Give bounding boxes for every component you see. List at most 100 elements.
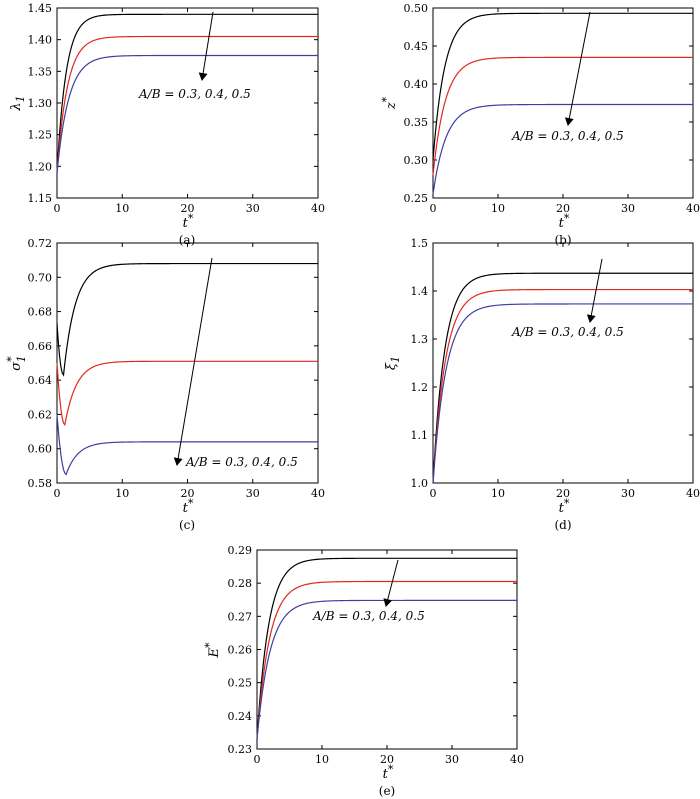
series-line-3 — [432, 303, 693, 484]
y-tick-label: 0.29 — [228, 544, 253, 557]
y-axis-label: z* — [380, 96, 399, 110]
x-tick-label: 20 — [181, 202, 195, 215]
annotation-label: A/B = 0.3, 0.4, 0.5 — [511, 129, 624, 143]
series-line-2 — [432, 56, 693, 176]
y-tick-label: 0.23 — [228, 743, 253, 756]
y-tick-label: 0.50 — [404, 2, 429, 15]
x-tick-label: 30 — [246, 202, 260, 215]
y-tick-label: 0.58 — [28, 477, 53, 490]
x-tick-label: 30 — [621, 487, 635, 500]
y-tick-label: 1.3 — [411, 333, 429, 346]
y-tick-label: 0.72 — [28, 237, 53, 250]
x-tick-label: 10 — [491, 202, 505, 215]
y-tick-label: 0.27 — [228, 610, 253, 623]
svg-text:λ1: λ1 — [9, 95, 27, 111]
svg-text:ξ1: ξ1 — [384, 356, 402, 370]
x-axis-label: t* — [559, 497, 570, 516]
svg-text:σ*1: σ*1 — [5, 355, 28, 370]
x-tick-label: 40 — [686, 202, 700, 215]
y-tick-label: 0.26 — [228, 644, 253, 657]
x-tick-label: 40 — [510, 753, 524, 766]
y-axis-label: E* — [203, 642, 222, 659]
x-tick-label: 10 — [491, 487, 505, 500]
y-tick-label: 0.25 — [228, 677, 253, 690]
x-tick-label: 10 — [315, 753, 329, 766]
annotation-label: A/B = 0.3, 0.4, 0.5 — [138, 87, 251, 101]
y-tick-label: 0.66 — [28, 340, 53, 353]
trend-arrow — [198, 11, 214, 81]
x-tick-label: 30 — [246, 487, 260, 500]
y-tick-label: 1.1 — [411, 429, 429, 442]
x-tick-label: 10 — [115, 487, 129, 500]
x-tick-label: 20 — [556, 487, 570, 500]
chart-panel-c: 0 10 20 30 40 0.58 0.60 0.62 0.64 0.66 0.68 0.70 0.7… — [5, 237, 325, 532]
series-line-1 — [56, 13, 318, 173]
x-tick-label: 30 — [445, 753, 459, 766]
panel-caption: (d) — [554, 518, 571, 532]
y-tick-label: 0.30 — [404, 154, 429, 167]
x-axis-label: t* — [183, 212, 194, 231]
y-tick-label: 0.64 — [28, 374, 53, 387]
x-tick-label: 0 — [254, 753, 261, 766]
annotation-label: A/B = 0.3, 0.4, 0.5 — [185, 455, 298, 469]
series-line-1 — [56, 262, 318, 377]
series-line-2 — [432, 288, 693, 484]
series-line-3 — [432, 103, 693, 195]
series-line-3 — [56, 54, 318, 173]
plot-frame — [432, 242, 694, 484]
y-tick-label: 0.24 — [228, 710, 253, 723]
x-tick-label: 0 — [430, 487, 437, 500]
x-tick-label: 40 — [311, 202, 325, 215]
chart-panel-d: 0 10 20 30 40 1.0 1.1 1.2 1.3 1.4 1.5 A/B = 0.3, 0.… — [384, 237, 700, 532]
y-tick-label: 1.2 — [411, 381, 429, 394]
x-tick-label: 40 — [311, 487, 325, 500]
svg-text:E*: E* — [203, 642, 222, 659]
y-tick-label: 1.30 — [28, 97, 53, 110]
chart-panel-a: 0 10 20 30 40 1.15 1.20 1.25 1.30 1.35 1.40 1.45 A/B… — [9, 2, 325, 247]
y-tick-label: 0.25 — [404, 192, 429, 205]
y-axis-label: λ1 — [9, 95, 27, 111]
plot-frame — [432, 7, 694, 199]
plot-frame — [256, 549, 518, 750]
y-tick-label: 0.60 — [28, 443, 53, 456]
y-tick-label: 1.15 — [28, 192, 53, 205]
trend-arrow — [383, 559, 399, 607]
panel-caption: (c) — [179, 518, 195, 532]
y-tick-label: 0.35 — [404, 116, 429, 129]
y-tick-label: 1.20 — [28, 160, 53, 173]
trend-arrow — [173, 257, 213, 466]
panel-caption: (e) — [379, 784, 395, 798]
y-tick-label: 1.35 — [28, 65, 53, 78]
x-tick-label: 0 — [430, 202, 437, 215]
trend-arrow — [586, 258, 603, 323]
y-axis-label: σ*1 — [5, 355, 28, 370]
chart-panel-b: 0 10 20 30 40 0.25 0.30 0.35 0.40 0.45 0.50 A/B = 0… — [380, 2, 700, 247]
y-tick-label: 1.45 — [28, 2, 53, 15]
series-line-2 — [56, 35, 318, 173]
annotation-label: A/B = 0.3, 0.4, 0.5 — [312, 609, 425, 623]
y-tick-label: 1.4 — [411, 285, 429, 298]
trend-arrow — [564, 11, 591, 126]
chart-panel-e: 0 10 20 30 40 0.23 0.24 0.25 0.26 0.27 0.28 0.29 A/B… — [203, 544, 524, 798]
y-tick-label: 0.68 — [28, 306, 53, 319]
annotation-label: A/B = 0.3, 0.4, 0.5 — [511, 325, 624, 339]
y-tick-label: 1.25 — [28, 129, 53, 142]
series-line-1 — [432, 12, 693, 161]
x-tick-label: 20 — [556, 202, 570, 215]
x-axis-label: t* — [559, 212, 570, 231]
series-line-3 — [56, 414, 318, 476]
series-line-2 — [56, 360, 318, 427]
series-line-2 — [256, 580, 517, 740]
y-tick-label: 0.28 — [228, 577, 253, 590]
x-tick-label: 30 — [621, 202, 635, 215]
y-tick-label: 0.45 — [404, 40, 429, 53]
plot-frame — [56, 242, 319, 484]
x-axis-label: t* — [383, 763, 394, 782]
y-tick-label: 1.5 — [411, 237, 429, 250]
x-tick-label: 10 — [115, 202, 129, 215]
y-tick-label: 1.0 — [411, 477, 429, 490]
y-tick-label: 1.40 — [28, 34, 53, 47]
x-tick-label: 0 — [54, 487, 61, 500]
x-axis-label: t* — [183, 497, 194, 516]
